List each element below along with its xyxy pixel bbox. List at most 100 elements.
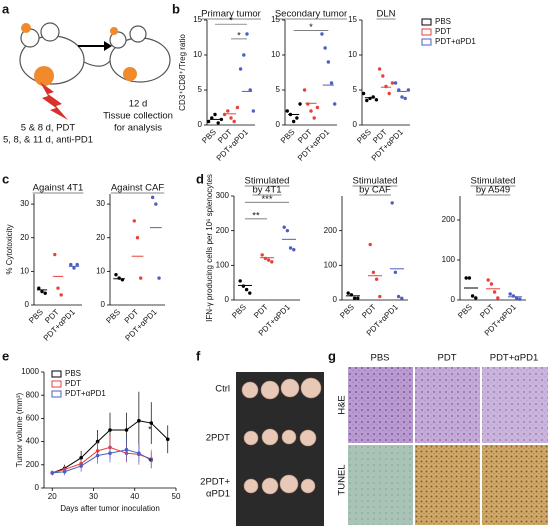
panel-label: c xyxy=(2,171,9,186)
treatment-text: 5, 8, & 11 d, anti-PD1 xyxy=(3,135,93,146)
column-label: PDT xyxy=(438,353,457,364)
y-tick-label: 0 xyxy=(35,483,40,492)
series-line xyxy=(52,446,152,474)
y-tick-label: 30 xyxy=(96,199,105,208)
panel-title: DLN xyxy=(376,9,395,20)
data-point xyxy=(378,294,382,299)
data-point xyxy=(56,286,60,290)
significance-label: ** xyxy=(252,210,260,221)
panel-title: by A549 xyxy=(476,185,510,196)
micrograph xyxy=(415,445,480,525)
data-point xyxy=(245,32,249,36)
x-axis-label: Days after tumor inoculation xyxy=(60,504,160,513)
data-point xyxy=(69,262,73,267)
panel-label: e xyxy=(2,348,9,363)
y-tick-label: 15 xyxy=(271,15,280,24)
data-point xyxy=(270,260,274,264)
data-point xyxy=(346,291,350,295)
data-point xyxy=(132,219,136,223)
x-tick-label: 50 xyxy=(172,492,181,501)
y-tick-label: 10 xyxy=(271,50,280,59)
y-tick-label: 5 xyxy=(276,85,281,94)
data-point xyxy=(117,276,121,280)
data-point xyxy=(288,112,293,117)
x-tick-label: PBS xyxy=(230,303,248,321)
y-axis-label: CD3⁺CD8⁺/Treg ratio xyxy=(178,34,187,111)
data-point xyxy=(75,262,79,267)
data-point xyxy=(489,282,494,286)
significance-label: *** xyxy=(261,194,272,205)
data-point xyxy=(79,464,83,468)
data-point xyxy=(371,95,375,99)
column-label: PBS xyxy=(370,353,389,364)
data-point xyxy=(150,195,155,200)
legend-label: PDT+αPD1 xyxy=(435,37,476,46)
data-point xyxy=(403,96,407,101)
data-point xyxy=(248,88,252,92)
data-point xyxy=(312,116,316,120)
y-tick-label: 200 xyxy=(26,460,40,469)
y-axis-label: IFN-γ producing cells per 10⁶ splenocyte… xyxy=(205,174,214,322)
micrograph xyxy=(348,445,413,525)
data-point xyxy=(306,102,310,106)
y-tick-label: 0 xyxy=(198,120,203,129)
data-point xyxy=(352,296,357,300)
micrograph xyxy=(415,367,480,443)
legend-swatch xyxy=(51,370,62,378)
data-point xyxy=(124,447,129,452)
data-point xyxy=(467,276,472,280)
data-point xyxy=(114,273,118,277)
data-point xyxy=(95,453,100,458)
y-tick-label: 0 xyxy=(101,300,106,309)
y-tick-label: 5 xyxy=(353,85,358,94)
significance-label: * xyxy=(148,457,152,468)
data-point xyxy=(108,428,112,432)
data-point xyxy=(320,32,324,36)
y-tick-label: 800 xyxy=(26,390,40,399)
data-point xyxy=(232,119,236,124)
data-point xyxy=(406,88,411,92)
x-tick-label: PBS xyxy=(279,128,297,146)
data-point xyxy=(518,297,522,301)
data-point xyxy=(282,225,286,229)
panel-title: by 4T1 xyxy=(252,185,281,196)
panel-title: Secondary tumor xyxy=(275,9,347,20)
data-point xyxy=(470,294,475,298)
data-point xyxy=(349,293,354,297)
data-point xyxy=(137,418,141,423)
data-point xyxy=(108,451,112,456)
y-tick-label: 0 xyxy=(353,120,358,129)
data-point xyxy=(222,112,227,117)
data-point xyxy=(229,116,233,120)
significance-label: * xyxy=(148,425,152,436)
data-point xyxy=(511,294,516,298)
data-point xyxy=(393,270,398,274)
data-point xyxy=(120,278,125,282)
legend-label: PBS xyxy=(65,369,81,378)
data-point xyxy=(474,296,478,300)
data-point xyxy=(396,294,401,299)
y-tick-label: 0 xyxy=(25,300,30,309)
data-point xyxy=(238,279,242,283)
legend-swatch xyxy=(51,380,62,388)
column-label: PDT+αPD1 xyxy=(490,353,539,364)
y-tick-label: 5 xyxy=(198,85,203,94)
y-tick-label: 100 xyxy=(442,255,456,264)
row-label: 2PDT+ xyxy=(200,477,230,488)
legend-label: PBS xyxy=(435,17,451,26)
data-point xyxy=(374,98,379,102)
endpoint-text: Tissue collection xyxy=(103,111,173,122)
data-point xyxy=(62,469,67,474)
data-point xyxy=(165,437,170,442)
micrograph xyxy=(348,367,413,443)
data-point xyxy=(260,253,264,257)
y-axis-label: Tumor volume (mm³) xyxy=(15,392,24,467)
y-tick-label: 30 xyxy=(20,199,29,208)
y-tick-label: 600 xyxy=(26,414,40,423)
data-point xyxy=(390,81,395,85)
data-point xyxy=(393,81,398,85)
x-tick-label: PBS xyxy=(200,128,218,146)
data-point xyxy=(368,242,372,247)
data-point xyxy=(248,291,252,295)
y-tick-label: 10 xyxy=(348,50,357,59)
